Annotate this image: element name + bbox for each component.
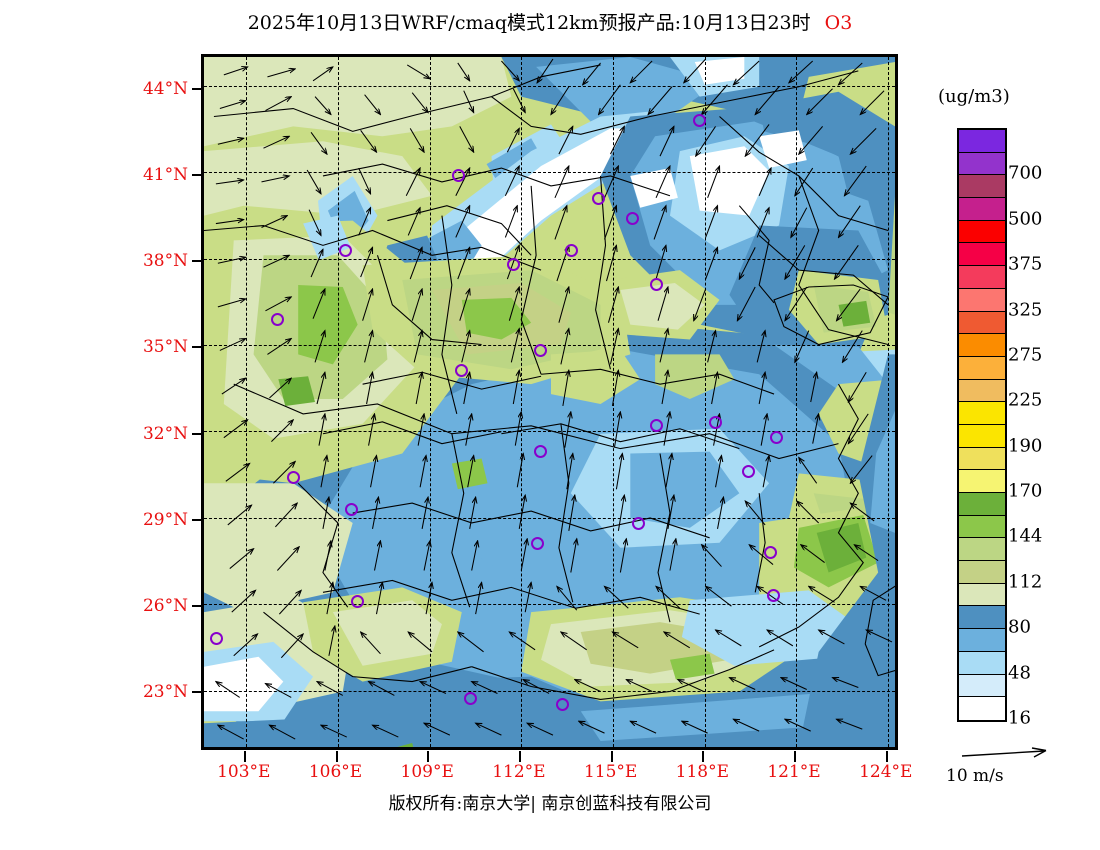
page-title: 2025年10月13日WRF/cmaq模式12km预报产品:10月13日23时 O… — [0, 8, 1100, 35]
latitude-label: 44°N — [142, 78, 188, 99]
colorbar-band — [959, 220, 1005, 244]
colorbar-band — [959, 356, 1005, 380]
longitude-tick — [885, 751, 888, 762]
map-frame — [201, 54, 898, 750]
colorbar-band — [959, 583, 1005, 607]
colorbar-band — [959, 629, 1005, 652]
colorbar-tick-labels: 700 500 375 325 275 225 190 170 144 112 80 48 16 — [1008, 128, 1098, 729]
colorbar-band — [959, 243, 1005, 267]
colorbar-band — [959, 697, 1005, 720]
latitude-tick — [192, 173, 203, 176]
latitude-tick — [192, 691, 203, 694]
colorbar-band — [959, 311, 1005, 335]
latitude-label: 41°N — [142, 164, 188, 185]
longitude-label: 109°E — [400, 762, 454, 782]
colorbar-band — [959, 175, 1005, 199]
longitude-tick — [243, 751, 246, 762]
latitude-label: 38°N — [142, 251, 188, 272]
colorbar-label: 225 — [1008, 389, 1043, 411]
longitude-label: 124°E — [859, 762, 913, 782]
forecast-map[interactable] — [201, 54, 898, 750]
latitude-tick — [192, 87, 203, 90]
colorbar-label: 700 — [1008, 162, 1043, 184]
longitude-label: 118°E — [675, 762, 730, 782]
title-text: 2025年10月13日WRF/cmaq模式12km预报产品:10月13日23时 — [247, 12, 811, 34]
latitude-label: 32°N — [142, 423, 188, 444]
longitude-label: 106°E — [308, 762, 363, 782]
longitude-tick — [610, 751, 613, 762]
colorbar-band — [959, 651, 1005, 675]
colorbar-label: 48 — [1008, 662, 1031, 684]
longitude-tick — [335, 751, 338, 762]
colorbar-label: 112 — [1008, 571, 1043, 593]
wind-scale-label: 10 m/s — [946, 766, 1004, 786]
colorbar-band — [959, 198, 1005, 221]
copyright-notice: 版权所有:南京大学| 南京创蓝科技有限公司 — [388, 794, 712, 814]
latitude-tick — [192, 346, 203, 349]
latitude-label: 29°N — [142, 509, 188, 530]
longitude-tick — [518, 751, 521, 762]
colorbar-band — [959, 470, 1005, 493]
colorbar-label: 275 — [1008, 344, 1043, 366]
species-label: O3 — [824, 12, 853, 34]
colorbar-label: 325 — [1008, 299, 1043, 321]
latitude-tick — [192, 605, 203, 608]
latitude-tick — [192, 432, 203, 435]
latitude-label: 35°N — [142, 337, 188, 358]
colorbar-band — [959, 402, 1005, 425]
colorbar-band — [959, 266, 1005, 289]
latitude-label: 23°N — [142, 682, 188, 703]
colorbar-band — [959, 515, 1005, 539]
latitude-label: 26°N — [142, 596, 188, 617]
colorbar-band — [959, 561, 1005, 584]
colorbar-band — [959, 130, 1005, 153]
colorbar-label: 80 — [1008, 616, 1031, 638]
colorbar-band — [959, 538, 1005, 562]
longitude-label: 115°E — [583, 762, 638, 782]
longitude-tick — [794, 751, 797, 762]
longitude-tick — [702, 751, 705, 762]
latitude-tick — [192, 260, 203, 263]
colorbar-band — [959, 447, 1005, 471]
colorbar-label: 375 — [1008, 253, 1043, 275]
colorbar-label: 170 — [1008, 480, 1043, 502]
colorbar-band — [959, 493, 1005, 516]
latitude-tick — [192, 518, 203, 521]
longitude-label: 112°E — [492, 762, 546, 782]
longitude-label: 121°E — [767, 762, 821, 782]
colorbar-band — [959, 424, 1005, 448]
colorbar-label: 16 — [1008, 707, 1031, 729]
arrow-right-icon — [961, 747, 1047, 758]
colorbar-label: 144 — [1008, 525, 1043, 547]
wind-scale-key: 10 m/s — [946, 744, 1096, 794]
colorbar-label: 190 — [1008, 435, 1043, 457]
colorbar-band — [959, 334, 1005, 357]
colorbar-units: (ug/m3) — [938, 86, 1010, 107]
colorbar[interactable] — [957, 128, 1007, 722]
colorbar-band — [959, 288, 1005, 312]
colorbar-band — [959, 152, 1005, 176]
longitude-label: 103°E — [217, 762, 271, 782]
colorbar-band — [959, 379, 1005, 403]
longitude-tick — [427, 751, 430, 762]
colorbar-band — [959, 674, 1005, 698]
colorbar-band — [959, 606, 1005, 630]
colorbar-label: 500 — [1008, 208, 1043, 230]
